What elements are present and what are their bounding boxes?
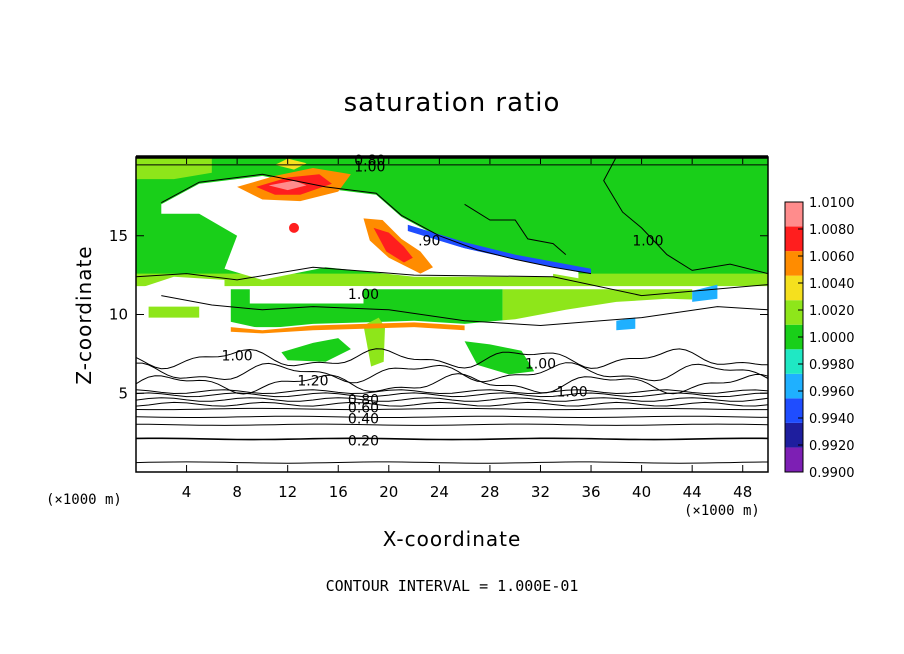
- contour-label: 1.00: [354, 159, 385, 175]
- y-tick-label: 10: [109, 306, 128, 324]
- y-tick-label: 5: [118, 384, 128, 402]
- colorbar-swatch: [785, 349, 803, 374]
- x-tick-label: 40: [632, 483, 651, 501]
- field-region: [268, 180, 307, 191]
- colorbar-tick-label: 0.9920: [809, 439, 855, 454]
- x-tick-label: 20: [379, 483, 398, 501]
- contour-label: 1.00: [348, 287, 379, 303]
- contour-label: 1.00: [556, 385, 587, 401]
- field-region: [136, 273, 768, 287]
- colorbar-tick-label: 1.0080: [809, 223, 855, 238]
- contour-line: [136, 362, 768, 384]
- colorbar-tick-label: 1.0020: [809, 304, 855, 319]
- saturation-field: [136, 157, 768, 398]
- contour-lines: [136, 157, 768, 464]
- contour-line: [136, 407, 768, 411]
- colorbar-tick-label: 1.0000: [809, 331, 855, 346]
- field-region: [407, 224, 591, 274]
- contour-label: 1.20: [297, 374, 328, 390]
- colorbar-swatch: [785, 275, 803, 301]
- field-region: [692, 284, 718, 302]
- contour-line: [136, 397, 768, 402]
- x-tick-label: 8: [232, 483, 242, 501]
- contour-line: [603, 157, 768, 275]
- contour-line: [136, 423, 768, 426]
- x-tick-label: 4: [182, 483, 192, 501]
- contour-line: [136, 373, 768, 395]
- field-region: [373, 227, 413, 263]
- x-tick-label: 32: [531, 483, 550, 501]
- contour-labels: 0.801.00.90 1.001.001.001.201.001.000.800…: [222, 153, 664, 449]
- field-region: [281, 338, 351, 362]
- colorbar-swatch: [785, 422, 803, 448]
- contour-label: 0.80: [348, 393, 379, 409]
- field-region: [401, 231, 579, 279]
- field-region: [136, 276, 225, 307]
- contour-line: [136, 389, 768, 395]
- field-region: [616, 317, 636, 331]
- contour-label: 0.20: [348, 434, 379, 450]
- colorbar-swatch: [785, 202, 803, 227]
- contour-line: [136, 461, 768, 464]
- x-tick-label: 12: [278, 483, 297, 501]
- contour-line: [136, 348, 768, 370]
- contour-label: 0.60: [348, 400, 379, 416]
- x-tick-label: 16: [329, 483, 348, 501]
- colorbar-swatch: [785, 300, 803, 325]
- y-tick-label: 15: [109, 227, 128, 245]
- field-region: [136, 298, 768, 398]
- chart-title: saturation ratio: [343, 88, 561, 118]
- colorbar-swatch: [785, 226, 803, 252]
- contour-line: [136, 392, 768, 398]
- colorbar: 0.9900 0.9920 0.9940 0.9960 0.9980 1.0000 1.00…: [784, 196, 855, 481]
- colorbar-swatch: [785, 251, 803, 276]
- colorbar-swatch: [785, 447, 803, 472]
- contour-label: 1.00: [525, 356, 556, 372]
- x-axis-ticks: 4 8 12 16 20 24 28 32 36 40 44 48: [182, 157, 752, 501]
- colorbar-swatch: [785, 398, 803, 423]
- contour-line: [136, 401, 768, 407]
- y-axis-ticks: 5 10 15: [109, 227, 768, 402]
- field-region: [161, 175, 554, 280]
- x-unit-label-right: (×1000 m): [684, 503, 760, 519]
- colorbar-swatch: [785, 324, 803, 350]
- x-tick-label: 44: [683, 483, 702, 501]
- contour-line: [136, 437, 768, 441]
- contour-line: [136, 266, 768, 297]
- contour-line: [161, 173, 592, 275]
- contour-label: 1.00: [222, 348, 253, 364]
- field-region: [249, 286, 364, 304]
- colorbar-tick-label: 0.9980: [809, 358, 855, 373]
- field-region: [464, 341, 535, 375]
- colorbar-tick-label: 0.9960: [809, 385, 855, 400]
- contour-line: [136, 415, 768, 418]
- contour-line: [464, 203, 567, 255]
- contour-interval-text: CONTOUR INTERVAL = 1.000E-01: [325, 577, 579, 595]
- contour-label: 1.00: [632, 233, 663, 249]
- x-tick-label: 28: [480, 483, 499, 501]
- colorbar-tick-label: 1.0060: [809, 250, 855, 265]
- field-region: [289, 222, 299, 233]
- contour-label: .90: [418, 233, 440, 249]
- x-unit-label-left: (×1000 m): [46, 492, 122, 508]
- field-region: [230, 322, 465, 334]
- x-tick-label: 48: [733, 483, 752, 501]
- colorbar-tick-label: 0.9940: [809, 412, 855, 427]
- contour-label: 0.40: [348, 411, 379, 427]
- field-region: [363, 317, 385, 367]
- colorbar-swatch: [785, 373, 803, 399]
- colorbar-tick-label: 1.0040: [809, 277, 855, 292]
- x-tick-label: 36: [581, 483, 600, 501]
- x-axis-label: X-coordinate: [382, 527, 522, 551]
- field-region: [275, 158, 307, 170]
- colorbar-tick-label: 1.0100: [809, 196, 855, 211]
- x-tick-label: 24: [430, 483, 449, 501]
- contour-line: [161, 295, 768, 327]
- contour-label: 0.80: [354, 153, 385, 169]
- field-region: [136, 157, 212, 180]
- colorbar-tick-label: 0.9900: [809, 466, 855, 481]
